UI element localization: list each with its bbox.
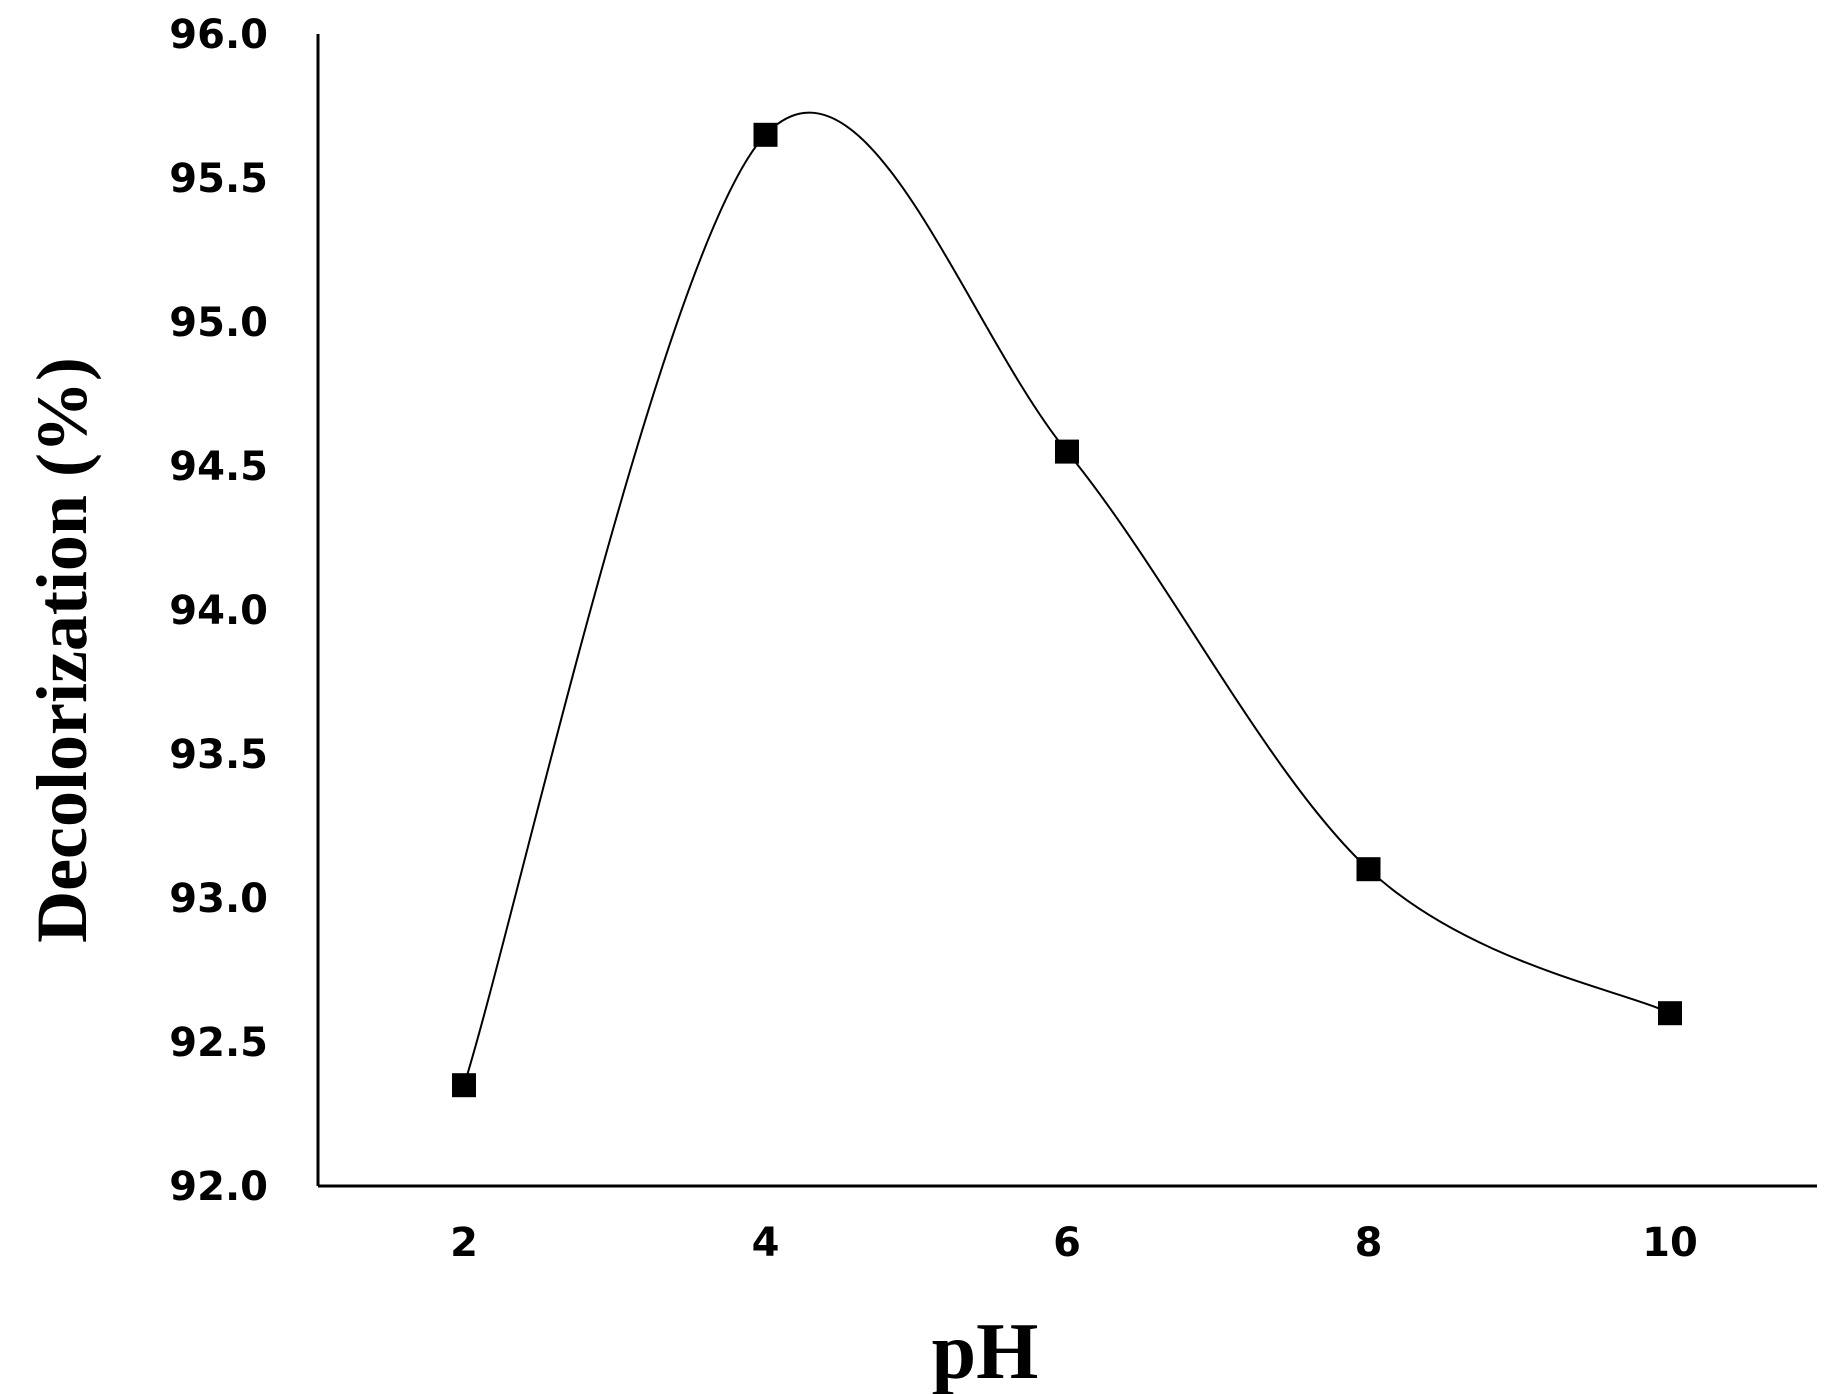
- x-tick-label: 8: [1355, 1220, 1383, 1266]
- y-tick-label: 95.5: [169, 156, 268, 202]
- series-line: [463, 111, 1671, 1086]
- x-axis-title: pH: [932, 1308, 1039, 1394]
- data-point-marker: [753, 122, 778, 147]
- axes: [316, 34, 1817, 1188]
- data-point-marker: [1658, 1001, 1682, 1026]
- y-tick-label: 96.0: [169, 12, 268, 58]
- x-tick-label: 2: [450, 1220, 478, 1266]
- y-tick-label: 92.0: [169, 1164, 268, 1210]
- y-axis-title: Decolorization (%): [22, 357, 102, 943]
- y-tick-label: 94.0: [169, 588, 268, 634]
- y-tick-label: 93.0: [169, 876, 268, 922]
- y-tick-label: 94.5: [169, 444, 268, 490]
- x-tick-label: 4: [752, 1220, 780, 1266]
- x-tick-labels: 2 4 6 8 10: [450, 1220, 1698, 1266]
- series-markers: [452, 122, 1682, 1098]
- data-point-marker: [1055, 439, 1079, 464]
- x-tick-label: 6: [1053, 1220, 1081, 1266]
- y-tick-label: 95.0: [169, 300, 268, 346]
- y-tick-label: 93.5: [169, 732, 268, 778]
- y-tick-label: 92.5: [169, 1020, 268, 1066]
- data-point-marker: [452, 1073, 476, 1098]
- x-tick-label: 10: [1642, 1220, 1698, 1266]
- data-point-marker: [1356, 857, 1381, 882]
- y-tick-labels: 92.0 92.5 93.0 93.5 94.0 94.5 95.0 95.5 96.0: [169, 12, 268, 1210]
